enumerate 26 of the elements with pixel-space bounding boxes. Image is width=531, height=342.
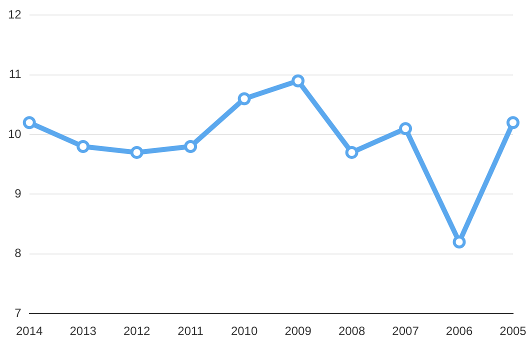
point xyxy=(76,140,90,153)
point xyxy=(399,122,412,136)
x-tick-label: 2009 xyxy=(284,324,312,338)
x-tick-label: 2014 xyxy=(16,324,44,338)
point xyxy=(184,140,198,153)
x-tick-label: 2006 xyxy=(446,324,473,338)
x-tick-label: 2005 xyxy=(500,324,527,338)
point xyxy=(292,74,305,88)
point xyxy=(345,146,358,159)
point xyxy=(238,92,251,106)
y-tick-label: 10 xyxy=(8,126,22,141)
x-tick-label: 2011 xyxy=(178,324,204,338)
point xyxy=(506,116,520,130)
x-tick-label: 2008 xyxy=(338,324,366,338)
point xyxy=(130,146,144,159)
x-tick-label: 2013 xyxy=(70,324,97,338)
y-tick-label: 9 xyxy=(14,186,22,201)
point xyxy=(452,235,466,248)
y-tick-label: 12 xyxy=(8,8,22,22)
y-tick-label: 11 xyxy=(8,67,22,82)
y-tick-label: 8 xyxy=(14,246,22,260)
x-tick-label: 2012 xyxy=(123,324,150,338)
point xyxy=(22,116,36,130)
x-tick-label: 2007 xyxy=(392,324,420,338)
x-tick-label: 2010 xyxy=(230,324,258,338)
y-tick-label: 7 xyxy=(14,306,22,320)
